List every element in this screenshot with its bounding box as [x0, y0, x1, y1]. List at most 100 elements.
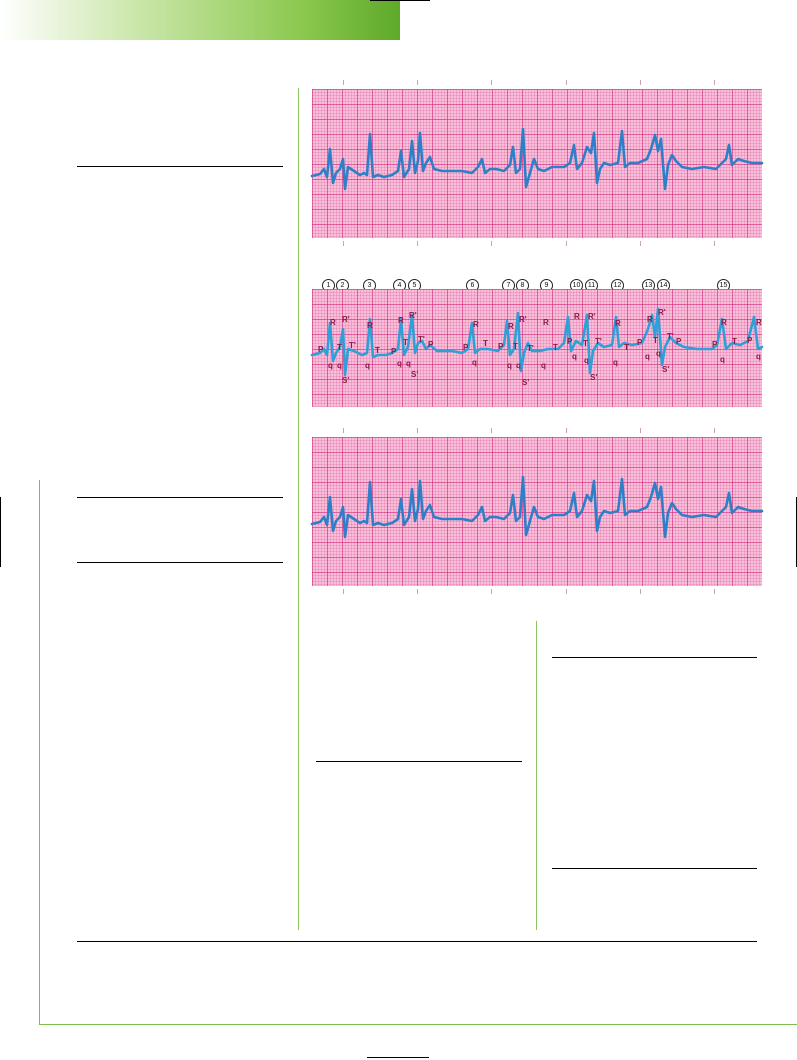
timing-tick: [417, 80, 418, 85]
timing-tick: [491, 80, 492, 85]
timing-tick: [417, 241, 418, 246]
wave-label: P: [318, 345, 324, 354]
beat-number: 8: [516, 279, 529, 292]
wave-label: T: [583, 339, 588, 348]
wave-label: R: [508, 322, 514, 331]
wave-label: R: [543, 318, 549, 327]
wave-label: P: [391, 347, 397, 356]
wave-label: P: [463, 343, 469, 352]
wave-label: R': [409, 311, 417, 320]
wave-label: q: [613, 358, 618, 367]
wave-label: R': [588, 312, 596, 321]
left-rule-3: [77, 562, 283, 563]
wave-label: R: [647, 315, 653, 324]
wave-label: q: [584, 356, 589, 365]
wave-label: S': [411, 370, 419, 379]
wave-label: R': [658, 308, 666, 317]
wave-label: T: [553, 343, 558, 352]
ecg-trace-1: [310, 127, 764, 191]
column-divider: [298, 88, 299, 930]
middle-rule: [316, 761, 522, 762]
right-column-divider: [536, 621, 537, 930]
timing-tick: [640, 241, 641, 246]
wave-label: q: [365, 361, 370, 370]
right-rule-2: [552, 868, 757, 869]
wave-label: R': [342, 315, 350, 324]
footer-tick-bottom: [367, 1057, 429, 1058]
left-edge-mark: [0, 497, 1, 567]
ecg-trace-2: [310, 307, 764, 377]
wave-label: q: [472, 358, 477, 367]
beat-number: 2: [336, 279, 349, 292]
wave-label: q: [337, 361, 342, 370]
wave-label: P: [567, 337, 573, 346]
wave-label: q: [516, 361, 521, 370]
timing-tick: [417, 589, 418, 594]
wave-label: R': [519, 315, 527, 324]
wave-label: R: [615, 319, 621, 328]
wave-label: T: [483, 339, 488, 348]
timing-tick: [566, 589, 567, 594]
wave-label: S': [590, 373, 598, 382]
timing-tick: [566, 80, 567, 85]
header-tick-top: [370, 0, 430, 1]
timing-tick: [343, 428, 344, 433]
wave-label: q: [406, 359, 411, 368]
wave-label: T: [403, 338, 408, 347]
timing-tick: [491, 589, 492, 594]
wave-label: T: [653, 336, 658, 345]
ecg-waveform-annotated: [310, 307, 764, 377]
timing-tick: [343, 241, 344, 246]
ecg-waveform: [310, 127, 764, 191]
timing-tick: [343, 80, 344, 85]
wave-label: q: [397, 359, 402, 368]
wave-label: T': [595, 337, 602, 346]
ecg-strip-1: [310, 89, 764, 238]
wave-label: S': [522, 378, 530, 387]
header-band: [0, 0, 400, 40]
timing-tick: [417, 428, 418, 433]
wave-label: R: [473, 320, 479, 329]
timing-tick: [714, 589, 715, 594]
wave-label: T': [349, 341, 356, 350]
wave-label: R: [330, 318, 336, 327]
wave-label: q: [720, 355, 725, 364]
wave-label: T: [732, 337, 737, 346]
wave-label: T: [337, 343, 342, 352]
wave-label: S': [342, 376, 350, 385]
wave-label: q: [507, 361, 512, 370]
left-rule-1: [77, 166, 283, 167]
beat-number: 11: [585, 279, 598, 292]
left-green-margin: [39, 480, 40, 1025]
wave-label: q: [328, 361, 333, 370]
ecg-strip-annotated: [310, 289, 764, 407]
wave-label: P: [747, 336, 753, 345]
bottom-green-rule: [39, 1024, 797, 1025]
wave-label: q: [572, 352, 577, 361]
wave-label: q: [656, 349, 661, 358]
ecg-trace-3: [310, 475, 764, 539]
wave-label: P: [637, 338, 643, 347]
wave-label: q: [541, 361, 546, 370]
timing-tick: [566, 428, 567, 433]
wave-label: T': [667, 332, 674, 341]
wave-label: T: [513, 342, 518, 351]
wave-label: R: [367, 321, 373, 330]
timing-tick: [714, 241, 715, 246]
wave-label: R: [574, 312, 580, 321]
wave-label: R: [721, 318, 727, 327]
timing-tick: [491, 241, 492, 246]
timing-tick: [566, 241, 567, 246]
timing-tick: [714, 80, 715, 85]
ecg-strip-3: [310, 437, 764, 586]
timing-tick: [640, 589, 641, 594]
right-rule-1: [552, 657, 757, 658]
wave-label: T': [527, 344, 534, 353]
wave-label: q: [645, 352, 650, 361]
timing-tick: [491, 428, 492, 433]
wave-label: q: [756, 352, 761, 361]
wave-label: P: [428, 340, 434, 349]
wave-label: P: [712, 340, 718, 349]
wave-label: R: [756, 318, 762, 327]
timing-tick: [343, 589, 344, 594]
